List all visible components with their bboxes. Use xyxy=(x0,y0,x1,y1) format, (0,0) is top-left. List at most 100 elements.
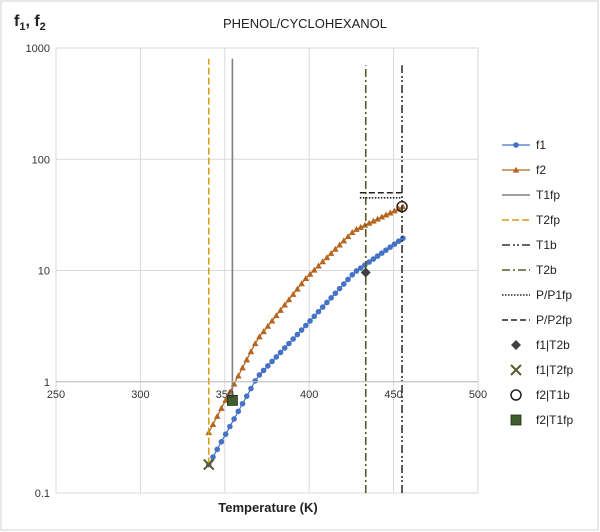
legend-label: P/P1fp xyxy=(536,288,572,302)
legend-layer: f1 f2 T1fp T2fp T1b T2b P/P1fp P/P2fp f1|T2b f1|T… xyxy=(502,138,573,427)
data-point-f2 xyxy=(386,209,394,216)
data-point-f2 xyxy=(289,290,297,297)
y-axis-label-letter-1: f xyxy=(14,13,20,30)
x-tick-label: 400 xyxy=(300,389,318,401)
x-axis-label: Temperature (K) xyxy=(218,500,317,515)
data-point-f2 xyxy=(374,215,381,222)
y-tick-label: 100 xyxy=(32,154,50,166)
data-point-f2 xyxy=(361,221,369,228)
data-point-f1 xyxy=(231,416,237,422)
data-point-f1 xyxy=(252,378,258,384)
data-point-f2 xyxy=(294,285,301,292)
data-point-f1 xyxy=(218,438,225,445)
legend-item-f2-t1b: f2|T1b xyxy=(510,388,570,402)
data-point-f2 xyxy=(226,388,234,395)
data-point-f2 xyxy=(239,364,246,371)
data-point-f2 xyxy=(310,266,318,273)
x-tick-label: 450 xyxy=(384,389,402,401)
data-point-f2 xyxy=(340,237,348,244)
point-f2-t1b xyxy=(396,200,408,213)
data-point-f1 xyxy=(319,304,326,310)
legend-label: T1fp xyxy=(536,188,560,202)
point-f1-t2fp xyxy=(203,458,215,471)
data-point-f2 xyxy=(327,249,335,256)
y-axis-label-letter-2: f xyxy=(34,13,40,30)
legend-item-f1: f1 xyxy=(502,138,546,152)
data-point-f2 xyxy=(348,229,356,235)
x-tick-label: 250 xyxy=(47,389,65,401)
data-point-f2 xyxy=(391,207,398,214)
legend-item-p-p2fp: P/P2fp xyxy=(502,313,572,327)
y-axis-label-separator: , xyxy=(25,13,34,30)
series-f2 xyxy=(205,203,407,436)
legend-label: f2 xyxy=(536,163,546,177)
data-point-f1 xyxy=(357,265,364,271)
data-point-f2 xyxy=(247,348,255,355)
data-point-f1 xyxy=(307,318,313,324)
x-tick-label: 500 xyxy=(469,389,487,401)
data-point-f2 xyxy=(281,301,289,308)
data-point-f1 xyxy=(286,340,292,347)
data-point-f2 xyxy=(243,356,251,363)
data-point-f1 xyxy=(345,276,351,283)
data-point-f1 xyxy=(265,363,271,369)
data-point-f2 xyxy=(365,219,373,226)
data-point-f2 xyxy=(306,270,314,277)
data-point-f2 xyxy=(251,340,259,347)
data-point-f2 xyxy=(235,372,242,379)
data-point-f1 xyxy=(341,281,347,287)
legend-label: f2|T1b xyxy=(536,388,570,402)
data-point-f2 xyxy=(256,333,263,340)
data-point-f2 xyxy=(399,203,407,210)
data-point-f2 xyxy=(285,296,293,303)
y-tick-label: 10 xyxy=(38,266,50,278)
data-point-f2 xyxy=(315,262,322,269)
data-point-f1 xyxy=(370,256,377,262)
legend-label: T2b xyxy=(536,263,557,277)
data-point-f1 xyxy=(214,446,221,453)
data-point-f2 xyxy=(323,254,331,261)
legend-item-f2: f2 xyxy=(502,163,546,177)
data-point-f1 xyxy=(395,238,402,245)
data-point-f1 xyxy=(328,295,334,301)
data-point-f2 xyxy=(213,412,221,419)
legend-item-t2fp: T2fp xyxy=(502,213,560,227)
legend-label: f1|T2b xyxy=(536,338,570,352)
data-point-f2 xyxy=(268,317,276,324)
legend-item-f1-t2fp: f1|T2fp xyxy=(510,363,573,377)
data-point-f2 xyxy=(298,280,305,287)
data-point-f2 xyxy=(353,225,360,232)
data-point-f1 xyxy=(298,327,305,333)
legend-swatch-marker xyxy=(512,166,520,173)
data-point-f2 xyxy=(395,205,402,212)
data-point-f2 xyxy=(319,258,327,265)
data-point-f1 xyxy=(383,247,389,253)
point-f2-t1fp xyxy=(226,394,238,406)
data-point-f1 xyxy=(332,290,339,297)
data-point-f2 xyxy=(382,211,390,218)
legend-item-f1-t2b: f1|T2b xyxy=(511,338,570,352)
legend-swatch-marker xyxy=(511,340,521,350)
data-point-f2 xyxy=(264,322,272,329)
legend-label: f1|T2fp xyxy=(536,363,573,377)
legend-label: T2fp xyxy=(536,213,560,227)
y-tick-label: 1 xyxy=(44,377,50,389)
data-point-f1 xyxy=(210,454,216,460)
data-point-f2 xyxy=(302,275,310,281)
y-axis-label-subscript-1: 1 xyxy=(19,21,25,33)
legend-item-p-p1fp: P/P1fp xyxy=(502,288,572,302)
legend-swatch-marker xyxy=(513,142,519,148)
data-point-f2 xyxy=(277,306,284,313)
data-point-f1 xyxy=(387,244,394,250)
data-point-f1 xyxy=(378,250,385,256)
y-axis-label-subscript-2: 2 xyxy=(40,21,46,33)
axis-layer: 250 300 350 400 450 500 0.1 1 10 100 1000 xyxy=(26,43,488,500)
y-tick-label: 1000 xyxy=(26,43,50,55)
data-point-f1 xyxy=(391,241,398,247)
data-point-f1 xyxy=(400,235,406,242)
data-point-f1 xyxy=(366,259,372,265)
series-f1 xyxy=(205,235,406,468)
data-point-f1 xyxy=(222,431,229,437)
